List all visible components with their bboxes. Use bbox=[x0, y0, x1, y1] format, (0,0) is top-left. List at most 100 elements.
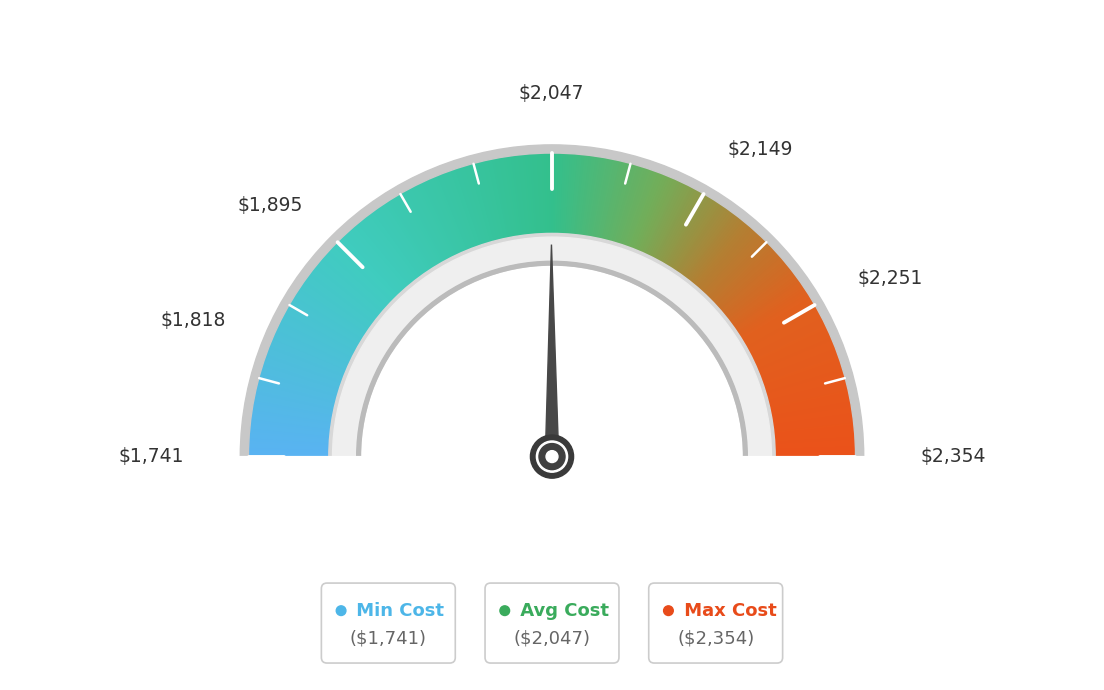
Wedge shape bbox=[739, 289, 808, 335]
Wedge shape bbox=[371, 210, 421, 277]
Wedge shape bbox=[599, 159, 618, 239]
Wedge shape bbox=[630, 171, 662, 248]
Wedge shape bbox=[248, 423, 330, 434]
Wedge shape bbox=[523, 152, 533, 235]
Polygon shape bbox=[545, 244, 559, 457]
Wedge shape bbox=[530, 152, 538, 234]
Wedge shape bbox=[765, 367, 845, 393]
Wedge shape bbox=[499, 156, 516, 237]
Wedge shape bbox=[321, 255, 384, 310]
Wedge shape bbox=[422, 179, 458, 255]
Wedge shape bbox=[266, 348, 343, 380]
Wedge shape bbox=[775, 437, 857, 444]
Text: Min Cost: Min Cost bbox=[350, 602, 445, 620]
Wedge shape bbox=[488, 158, 507, 239]
Wedge shape bbox=[772, 402, 852, 418]
Wedge shape bbox=[412, 185, 450, 259]
Wedge shape bbox=[754, 327, 829, 363]
Wedge shape bbox=[476, 161, 498, 240]
Wedge shape bbox=[654, 185, 692, 259]
Wedge shape bbox=[331, 244, 392, 302]
Wedge shape bbox=[772, 400, 852, 417]
Wedge shape bbox=[650, 183, 688, 257]
Wedge shape bbox=[367, 213, 418, 279]
Wedge shape bbox=[701, 229, 757, 291]
Wedge shape bbox=[277, 322, 351, 360]
Wedge shape bbox=[764, 362, 842, 389]
Wedge shape bbox=[381, 203, 428, 272]
Wedge shape bbox=[633, 172, 665, 249]
Wedge shape bbox=[710, 241, 769, 300]
Wedge shape bbox=[772, 406, 853, 422]
Wedge shape bbox=[730, 272, 796, 323]
Wedge shape bbox=[301, 282, 370, 330]
Wedge shape bbox=[658, 188, 699, 261]
Wedge shape bbox=[533, 152, 540, 234]
Wedge shape bbox=[769, 388, 850, 408]
Wedge shape bbox=[774, 431, 856, 439]
Wedge shape bbox=[763, 358, 841, 386]
Wedge shape bbox=[765, 364, 843, 391]
Wedge shape bbox=[255, 383, 336, 404]
Wedge shape bbox=[431, 176, 465, 252]
Wedge shape bbox=[732, 275, 799, 326]
Wedge shape bbox=[254, 390, 335, 410]
Wedge shape bbox=[757, 337, 834, 371]
Wedge shape bbox=[634, 173, 667, 250]
Wedge shape bbox=[655, 186, 694, 259]
Wedge shape bbox=[773, 409, 853, 424]
Wedge shape bbox=[769, 390, 850, 410]
Wedge shape bbox=[379, 204, 426, 273]
Wedge shape bbox=[603, 159, 623, 239]
Wedge shape bbox=[278, 320, 352, 358]
Wedge shape bbox=[407, 187, 447, 260]
Wedge shape bbox=[352, 225, 407, 288]
Wedge shape bbox=[661, 190, 703, 263]
Wedge shape bbox=[702, 231, 760, 293]
Wedge shape bbox=[428, 177, 464, 253]
Wedge shape bbox=[247, 447, 329, 451]
Wedge shape bbox=[762, 351, 839, 381]
Wedge shape bbox=[614, 164, 639, 243]
Wedge shape bbox=[454, 167, 481, 246]
Wedge shape bbox=[561, 152, 566, 234]
Wedge shape bbox=[767, 374, 846, 397]
Wedge shape bbox=[570, 152, 578, 234]
Wedge shape bbox=[747, 310, 820, 351]
Wedge shape bbox=[720, 255, 783, 310]
Wedge shape bbox=[254, 388, 335, 408]
Wedge shape bbox=[773, 413, 854, 427]
Wedge shape bbox=[768, 383, 849, 404]
Wedge shape bbox=[768, 381, 848, 403]
Wedge shape bbox=[696, 223, 750, 287]
Text: $2,354: $2,354 bbox=[921, 447, 986, 466]
Wedge shape bbox=[700, 228, 755, 290]
Wedge shape bbox=[665, 193, 708, 264]
Wedge shape bbox=[251, 406, 332, 422]
Wedge shape bbox=[357, 262, 747, 457]
Wedge shape bbox=[450, 168, 480, 246]
Wedge shape bbox=[264, 355, 341, 384]
Wedge shape bbox=[766, 369, 845, 394]
Circle shape bbox=[546, 451, 558, 462]
Wedge shape bbox=[744, 302, 816, 344]
Wedge shape bbox=[775, 442, 857, 448]
Wedge shape bbox=[636, 174, 669, 250]
Wedge shape bbox=[320, 257, 383, 312]
Wedge shape bbox=[617, 165, 644, 244]
Wedge shape bbox=[535, 152, 541, 234]
Wedge shape bbox=[552, 152, 554, 233]
Wedge shape bbox=[649, 181, 687, 256]
Wedge shape bbox=[319, 259, 382, 313]
Wedge shape bbox=[686, 213, 737, 279]
Wedge shape bbox=[662, 192, 705, 264]
Text: $2,149: $2,149 bbox=[728, 141, 793, 159]
Wedge shape bbox=[465, 164, 490, 243]
Wedge shape bbox=[775, 452, 857, 455]
Wedge shape bbox=[679, 206, 728, 274]
Circle shape bbox=[537, 441, 567, 472]
Text: Avg Cost: Avg Cost bbox=[514, 602, 609, 620]
Wedge shape bbox=[327, 250, 389, 306]
FancyBboxPatch shape bbox=[321, 583, 455, 663]
Wedge shape bbox=[268, 342, 346, 375]
